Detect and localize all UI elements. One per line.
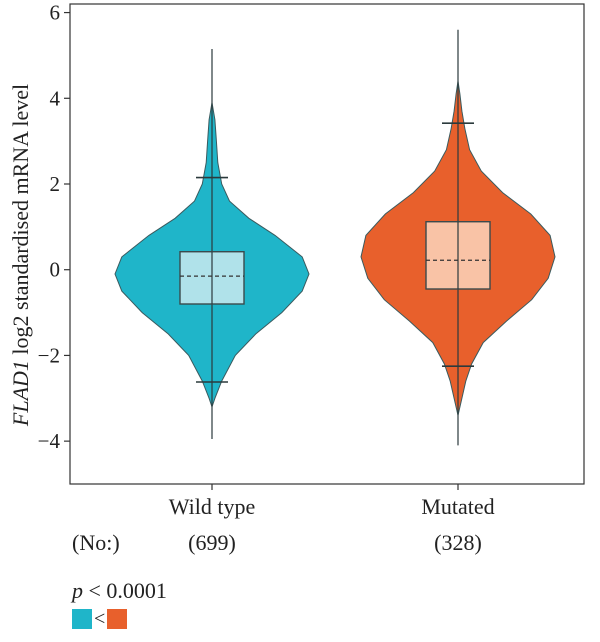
comparison-row: < [72,608,167,630]
p-value: < 0.0001 [83,578,167,603]
violins [114,29,556,446]
plot-frame [69,3,585,485]
axes: 6 4 2 0 −2 −4 [38,1,585,490]
y-tick-label: 4 [50,86,61,110]
y-axis-label: FLAD1 log2 standardised mRNA level [8,84,33,427]
mutated-swatch [107,609,128,629]
wild-type-swatch [72,609,92,629]
category-label: Mutated [421,494,494,519]
significance-legend: p < 0.0001 < [72,578,167,630]
y-axis-label-text: log2 standardised mRNA level [8,84,33,360]
y-tick-label: 2 [50,172,61,196]
comparator-symbol: < [94,607,106,630]
y-tick-label: 0 [50,258,61,282]
y-tick-label: 6 [50,1,61,25]
p-value-text: p < 0.0001 [72,578,167,604]
category-label: Wild type [169,494,256,519]
y-axis-label-gene: FLAD1 [8,360,33,427]
count-prefix-label: (No:) [72,530,120,555]
p-symbol: p [72,578,83,603]
y-tick-label: −4 [38,429,61,453]
labels: FLAD1 log2 standardised mRNA level (No:)… [8,84,495,555]
y-tick-label: −2 [38,343,60,367]
sample-count-label: (328) [434,530,482,555]
sample-count-label: (699) [188,530,236,555]
